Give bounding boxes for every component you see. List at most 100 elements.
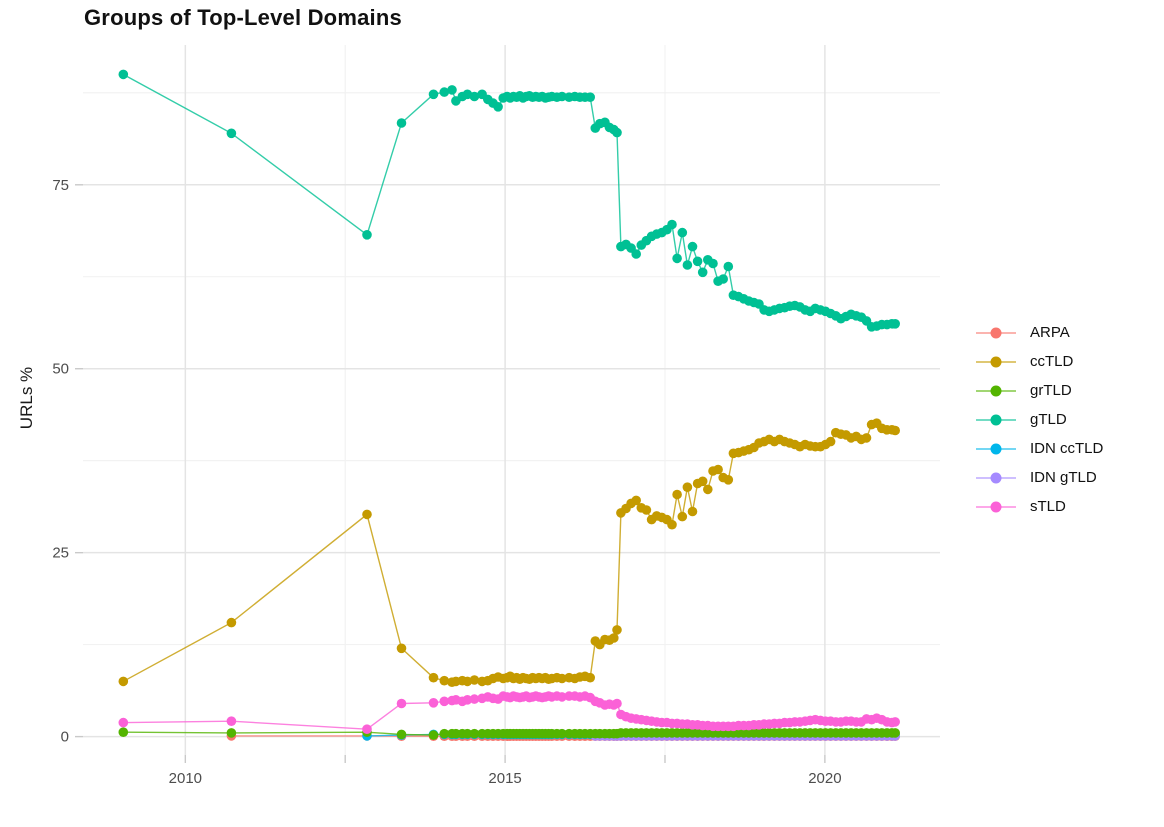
data-point <box>612 625 622 635</box>
legend-item-cctld: ccTLD <box>976 347 1103 376</box>
legend-key-icon <box>976 414 1016 425</box>
legend-key-icon <box>976 443 1016 454</box>
data-point <box>612 127 622 138</box>
legend-label: ARPA <box>1030 324 1070 341</box>
data-point <box>428 672 439 683</box>
data-point <box>682 482 693 493</box>
data-point <box>439 87 450 97</box>
data-point <box>703 484 713 495</box>
legend-key-dot <box>990 501 1002 512</box>
data-point <box>469 675 480 685</box>
data-point <box>362 724 372 734</box>
data-point <box>708 258 718 269</box>
data-point <box>557 692 567 702</box>
data-point <box>396 118 407 128</box>
x-tick-label: 2015 <box>488 770 521 787</box>
y-tick-label: 25 <box>52 545 69 562</box>
data-point <box>493 102 503 112</box>
data-point <box>723 261 734 272</box>
data-point <box>557 91 567 102</box>
data-point <box>612 698 622 709</box>
legend-label: sTLD <box>1030 498 1066 515</box>
data-point <box>439 696 450 707</box>
data-point <box>118 69 129 80</box>
data-point <box>687 241 698 252</box>
data-point <box>226 716 237 726</box>
x-tick-label: 2010 <box>169 770 202 787</box>
legend-key-dot <box>990 327 1002 338</box>
data-point <box>428 698 439 708</box>
x-tick-label: 2020 <box>808 770 841 787</box>
legend-key-icon <box>976 472 1016 483</box>
data-point <box>439 675 450 686</box>
data-point <box>697 476 708 487</box>
data-point <box>677 227 688 238</box>
data-point <box>226 617 237 628</box>
legend-label: IDN gTLD <box>1030 469 1097 486</box>
data-point <box>362 230 372 240</box>
data-point <box>585 672 595 683</box>
legend-label: grTLD <box>1030 382 1072 399</box>
data-point <box>641 505 652 515</box>
data-point <box>118 727 129 737</box>
series-gtld <box>118 69 900 332</box>
data-point <box>557 673 567 684</box>
data-point <box>462 695 473 705</box>
y-tick-label: 50 <box>52 361 69 378</box>
legend-key-dot <box>990 414 1002 425</box>
data-point <box>672 489 682 500</box>
legend-item-stld: sTLD <box>976 492 1103 521</box>
data-point <box>469 91 480 102</box>
legend-key-dot <box>990 385 1002 396</box>
data-point <box>672 253 682 264</box>
series-stld <box>118 691 900 734</box>
data-point <box>667 519 677 530</box>
series-line <box>122 73 896 328</box>
legend-key-icon <box>976 501 1016 512</box>
data-point <box>723 475 734 485</box>
legend-key-dot <box>990 443 1002 454</box>
data-point <box>462 728 473 739</box>
legend-item-arpa: ARPA <box>976 318 1103 347</box>
data-point <box>396 698 407 709</box>
y-tick-label: 0 <box>61 729 69 746</box>
data-point <box>697 267 708 278</box>
data-point <box>631 495 641 506</box>
data-point <box>447 85 457 95</box>
data-point <box>118 676 129 687</box>
data-point <box>692 256 703 267</box>
data-point <box>226 728 237 738</box>
data-point <box>687 506 698 517</box>
legend-label: IDN ccTLD <box>1030 440 1104 457</box>
data-point <box>682 260 693 270</box>
legend-item-idn-gtld: IDN gTLD <box>976 463 1103 492</box>
data-point <box>226 128 237 139</box>
series-grtld <box>118 727 900 740</box>
data-point <box>667 219 677 230</box>
data-point <box>677 511 688 522</box>
legend-key-dot <box>990 356 1002 367</box>
legend-label: gTLD <box>1030 411 1067 428</box>
data-point <box>631 249 641 259</box>
data-point <box>890 728 900 738</box>
data-point <box>469 694 480 704</box>
data-point <box>890 425 900 436</box>
data-point <box>396 729 407 740</box>
data-point <box>439 728 450 739</box>
data-point <box>718 274 728 284</box>
data-point <box>585 92 595 102</box>
legend-item-gtld: gTLD <box>976 405 1103 434</box>
data-point <box>428 730 439 740</box>
data-point <box>469 728 480 739</box>
data-point <box>362 509 372 520</box>
legend-key-dot <box>990 472 1002 483</box>
data-point <box>396 643 407 654</box>
y-tick-label: 75 <box>52 177 69 194</box>
legend-label: ccTLD <box>1030 353 1074 370</box>
data-point <box>557 728 567 739</box>
legend-key-icon <box>976 385 1016 396</box>
data-point <box>825 436 836 447</box>
data-point <box>713 464 723 475</box>
chart-title: Groups of Top-Level Domains <box>84 5 402 30</box>
